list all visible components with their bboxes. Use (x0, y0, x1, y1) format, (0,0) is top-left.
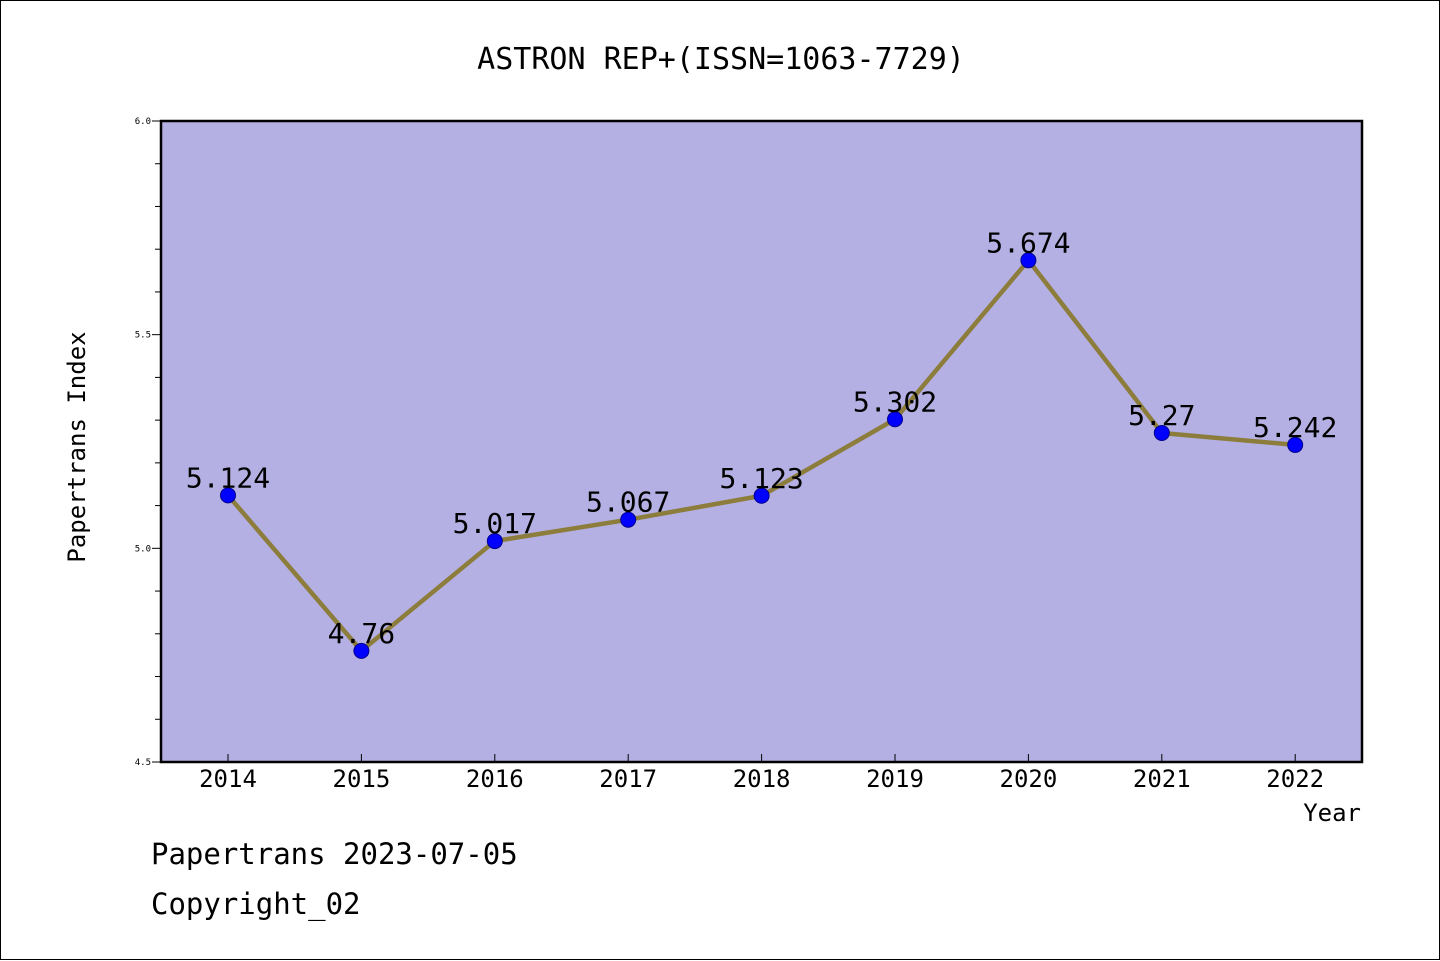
data-point (220, 487, 236, 504)
data-point (1020, 252, 1037, 269)
x-tick-label: 2015 (333, 765, 391, 793)
data-label: 5.123 (719, 462, 803, 495)
data-label: 5.242 (1253, 411, 1337, 444)
x-axis-label: Year (1303, 799, 1361, 827)
data-point (1287, 436, 1304, 453)
data-label: 5.067 (586, 486, 670, 519)
x-tick-label: 2017 (599, 765, 657, 793)
data-label: 4.76 (328, 617, 395, 650)
x-tick-label: 2022 (1266, 765, 1324, 793)
footer-copyright: Copyright_02 (151, 887, 361, 921)
y-axis: 4.5 5.0 5.5 6.0 (135, 117, 161, 768)
data-label: 5.302 (853, 385, 937, 418)
series-layer: 5.124 4.76 5.017 5.067 5.123 5.302 5.674 5.27 5.… (186, 226, 1337, 659)
x-tick-label: 2019 (866, 765, 924, 793)
chart-title: ASTRON REP+(ISSN=1063-7729) (477, 42, 965, 77)
x-tick-label: 2021 (1133, 765, 1191, 793)
x-tick-label: 2014 (199, 765, 257, 793)
data-point (620, 511, 637, 528)
data-point (353, 642, 370, 659)
plot-area (159, 119, 1364, 764)
data-label: 5.27 (1128, 399, 1195, 432)
data-label: 5.124 (186, 461, 270, 494)
y-axis-label: Papertrans Index (63, 331, 91, 562)
data-point (1153, 424, 1170, 441)
x-tick-label: 2020 (1000, 765, 1058, 793)
data-point (887, 411, 903, 428)
data-point (486, 533, 503, 550)
y-tick-label: 6.0 (135, 117, 151, 127)
data-point (753, 487, 770, 504)
x-tick-label: 2016 (466, 765, 524, 793)
data-label: 5.017 (453, 507, 537, 540)
y-tick-label: 5.0 (135, 544, 151, 554)
data-label: 5.674 (986, 226, 1070, 259)
x-axis: 2014 2015 2016 2017 2018 2019 2020 2021 2022 (199, 754, 1324, 793)
y-tick-label: 5.5 (135, 331, 151, 341)
x-tick-label: 2018 (733, 765, 791, 793)
y-tick-label: 4.5 (135, 758, 151, 768)
footer-date: Papertrans 2023-07-05 (151, 837, 518, 871)
